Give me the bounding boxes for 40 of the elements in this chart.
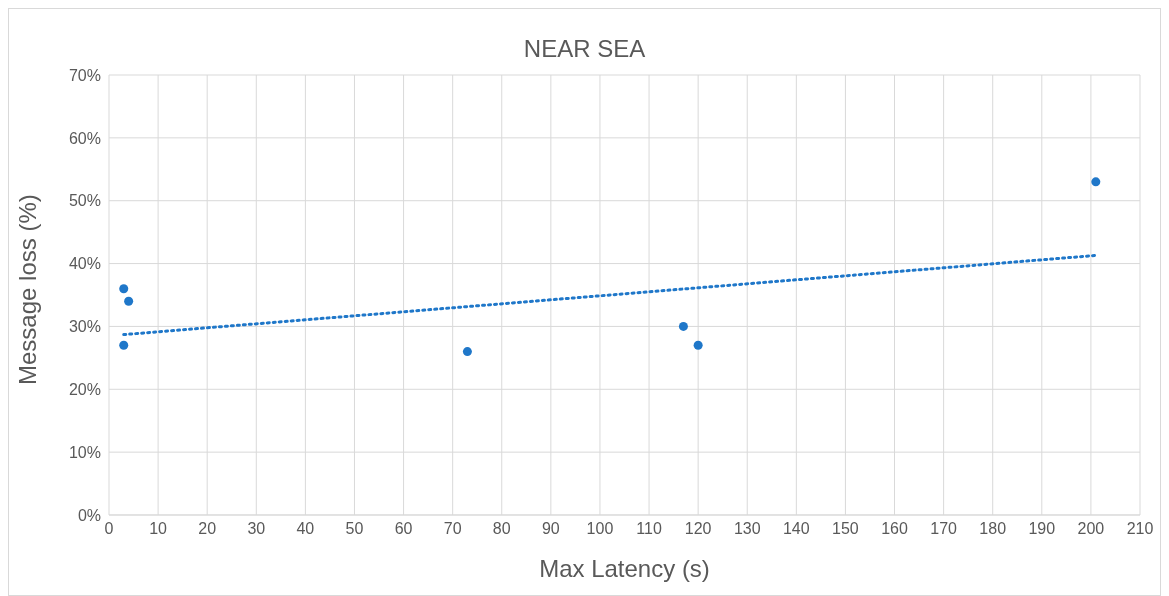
x-tick-label: 100 [586,520,614,538]
y-tick-label: 60% [68,129,101,147]
x-tick-label: 80 [492,520,511,538]
x-tick-label: 200 [1077,520,1105,538]
chart-title: NEAR SEA [522,34,647,64]
point [1091,177,1101,187]
x-tick-label: 0 [104,520,114,538]
x-tick-label: 120 [684,520,712,538]
x-tick-label: 180 [979,520,1007,538]
x-tick-label: 20 [198,520,217,538]
y-axis-title: Message loss (%) [13,194,41,385]
point [124,296,134,306]
y-tick-label: 20% [68,380,101,398]
x-axis-title: Max Latency (s) [539,555,710,582]
x-tick-label: 210 [1126,520,1154,538]
x-tick-label: 160 [881,520,908,538]
y-tick-label: 0% [77,506,101,524]
point [462,347,472,357]
x-tick-label: 190 [1028,520,1056,538]
x-tick-label: 150 [832,520,859,538]
x-tick-label: 60 [394,520,413,538]
x-tick-label: 10 [149,520,168,538]
point [119,284,129,294]
y-tick-label: 40% [68,255,101,273]
point [693,340,703,350]
y-tick-label: 50% [68,192,101,210]
x-tick-label: 50 [345,520,364,538]
y-tick-label: 70% [68,66,101,84]
point [119,340,129,350]
x-tick-label: 90 [541,520,560,538]
x-tick-label: 110 [636,520,662,538]
x-tick-label: 30 [247,520,266,538]
x-tick-label: 140 [782,520,810,538]
x-tick-label: 70 [443,520,462,538]
x-tick-label: 130 [733,520,761,538]
y-tick-label: 30% [68,318,101,336]
x-tick-label: 40 [296,520,315,538]
point [678,321,688,331]
y-tick-label: 10% [68,443,101,461]
x-tick-label: 170 [930,520,958,538]
